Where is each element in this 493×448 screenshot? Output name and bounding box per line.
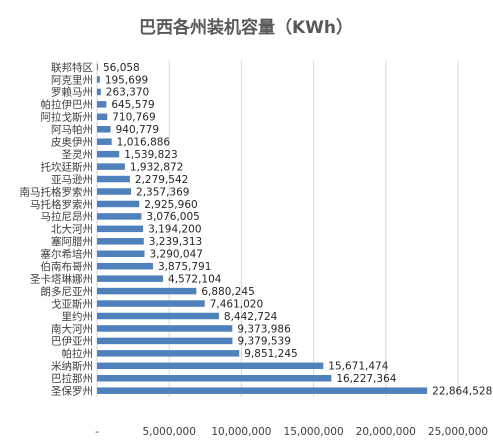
value-label-2: 263,370 — [106, 87, 149, 99]
category-label-3: 帕拉伊巴州 — [41, 98, 94, 111]
value-label-19: 7,461,020 — [210, 298, 263, 310]
bar-0 — [97, 63, 98, 71]
value-label-7: 1,539,823 — [124, 149, 177, 161]
value-label-4: 710,769 — [112, 112, 155, 124]
value-label-23: 9,851,245 — [244, 348, 297, 360]
value-label-11: 2,925,960 — [144, 199, 197, 211]
value-label-13: 3,194,200 — [148, 224, 201, 236]
bars — [97, 63, 428, 394]
bar-22 — [97, 337, 233, 345]
value-label-18: 6,880,245 — [201, 286, 254, 298]
category-label-12: 马拉尼昂州 — [41, 210, 94, 223]
bar-10 — [97, 188, 132, 195]
category-label-19: 戈亚斯州 — [51, 297, 93, 310]
bar-21 — [97, 325, 233, 332]
bar-17 — [97, 275, 164, 282]
value-label-12: 3,076,005 — [146, 211, 199, 223]
category-label-23: 帕拉州 — [62, 347, 94, 360]
bar-23 — [97, 350, 240, 357]
category-label-15: 塞尔希培州 — [41, 248, 94, 261]
category-label-18: 朗多尼亚州 — [41, 285, 94, 298]
value-label-14: 3,239,313 — [149, 236, 202, 248]
bar-18 — [97, 287, 197, 295]
value-label-26: 22,864,528 — [432, 386, 492, 398]
category-label-17: 圣卡塔琳娜州 — [30, 272, 93, 285]
bar-26 — [97, 387, 428, 394]
bar-2 — [97, 88, 101, 96]
value-label-5: 940,779 — [116, 124, 159, 136]
value-label-1: 195,699 — [105, 74, 148, 86]
category-label-25: 巴拉那州 — [51, 372, 93, 385]
category-label-0: 联邦特区 — [51, 61, 93, 74]
x-tick-label-0: - — [95, 426, 99, 438]
bar-8 — [97, 163, 125, 170]
category-label-8: 托坎廷斯州 — [41, 160, 94, 173]
bar-4 — [97, 113, 108, 121]
x-tick-label-3: 15,000,000 — [284, 426, 344, 438]
value-label-21: 9,373,986 — [237, 323, 291, 335]
category-label-5: 阿马帕州 — [51, 123, 93, 136]
category-label-16: 伯南布哥州 — [41, 260, 94, 273]
value-label-24: 15,671,474 — [328, 361, 388, 373]
category-label-11: 马托格罗索州 — [30, 198, 93, 211]
bar-9 — [97, 175, 130, 183]
x-axis-ticks: - 5,000,000 10,000,000 15,000,000 20,000,000… — [95, 426, 488, 438]
bar-14 — [97, 238, 144, 245]
category-label-2: 罗赖马州 — [51, 87, 93, 99]
category-label-4: 阿拉戈斯州 — [41, 111, 94, 124]
value-label-0: 56,058 — [103, 62, 140, 74]
value-label-8: 1,932,872 — [130, 161, 183, 173]
category-labels: 联邦特区阿克里州罗赖马州帕拉伊巴州阿拉戈斯州阿马帕州皮奥伊州圣灵州托坎廷斯州亚马… — [20, 61, 94, 398]
category-label-9: 亚马逊州 — [51, 174, 93, 186]
value-label-16: 3,875,791 — [158, 261, 211, 273]
value-label-22: 9,379,539 — [237, 336, 290, 348]
value-label-20: 8,442,724 — [224, 311, 278, 323]
x-tick-label-2: 10,000,000 — [211, 426, 271, 438]
category-label-24: 米纳斯州 — [51, 360, 93, 373]
bar-16 — [97, 262, 153, 270]
bar-20 — [97, 312, 219, 320]
bar-13 — [97, 225, 144, 233]
x-tick-label-4: 20,000,000 — [356, 426, 416, 438]
chart-title: 巴西各州装机容量（KWh） — [139, 17, 353, 38]
category-label-7: 圣灵州 — [62, 149, 94, 161]
bar-3 — [97, 101, 107, 108]
category-label-21: 南大河州 — [51, 322, 93, 335]
bar-11 — [97, 200, 140, 208]
category-label-20: 里约州 — [62, 310, 94, 323]
value-label-10: 2,357,369 — [136, 186, 189, 198]
category-label-13: 北大河州 — [51, 223, 93, 236]
category-label-6: 皮奥伊州 — [51, 136, 93, 149]
bar-24 — [97, 362, 324, 370]
value-label-3: 645,579 — [111, 99, 154, 111]
value-label-17: 4,572,104 — [168, 273, 222, 285]
bar-15 — [97, 250, 145, 257]
category-label-26: 圣保罗州 — [51, 385, 93, 398]
value-labels: 56,058195,699263,370645,579710,769940,77… — [103, 62, 492, 398]
value-label-25: 16,227,364 — [336, 373, 396, 385]
bar-7 — [97, 150, 120, 158]
bar-25 — [97, 375, 332, 382]
category-label-22: 巴伊亚州 — [51, 336, 93, 348]
category-label-1: 阿克里州 — [51, 74, 93, 86]
x-tick-label-5: 25,000,000 — [428, 426, 488, 438]
value-label-9: 2,279,542 — [135, 174, 188, 186]
category-label-14: 塞阿腊州 — [51, 235, 93, 248]
bar-12 — [97, 213, 142, 220]
bar-19 — [97, 300, 205, 307]
bar-1 — [97, 76, 100, 83]
bar-6 — [97, 138, 112, 145]
value-label-6: 1,016,886 — [117, 137, 171, 149]
bar-5 — [97, 126, 111, 133]
value-label-15: 3,290,047 — [150, 249, 203, 261]
x-tick-label-1: 5,000,000 — [142, 426, 195, 438]
category-label-10: 南马托格罗索州 — [20, 185, 94, 198]
